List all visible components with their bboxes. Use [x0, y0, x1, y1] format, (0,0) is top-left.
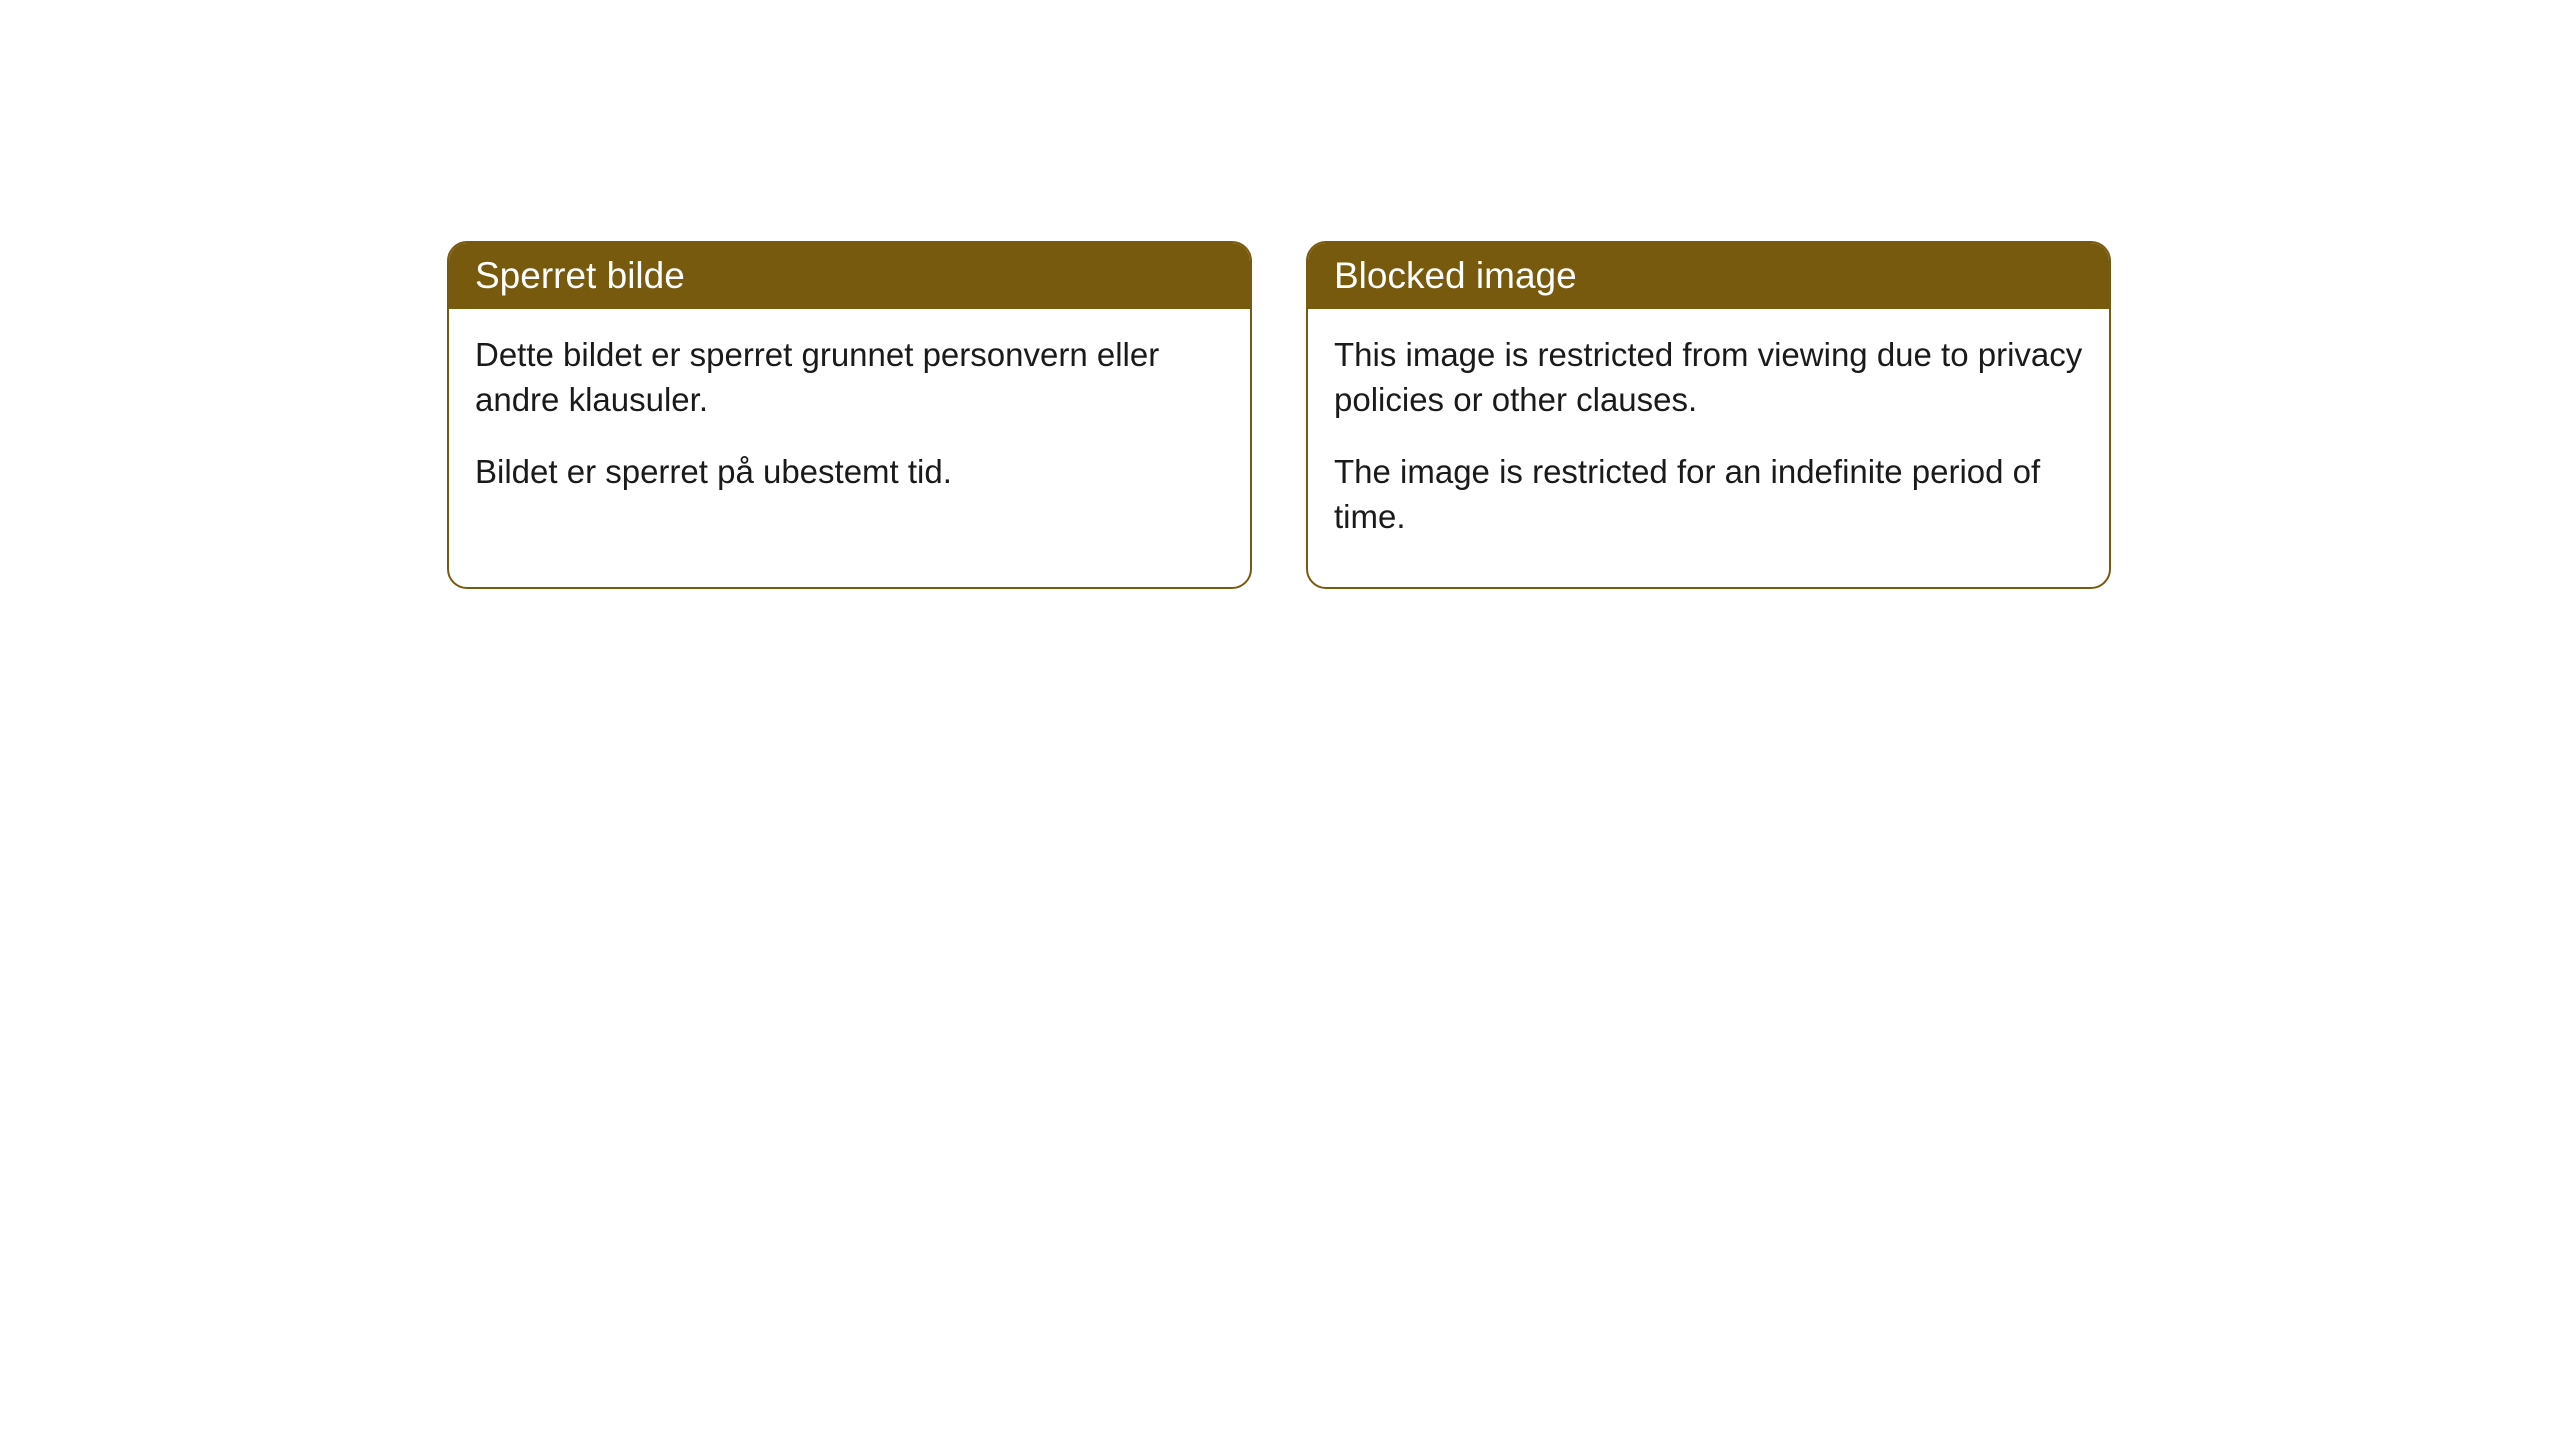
blocked-image-card-en: Blocked image This image is restricted f… — [1306, 241, 2111, 589]
card-paragraph: This image is restricted from viewing du… — [1334, 333, 2083, 422]
card-paragraph: The image is restricted for an indefinit… — [1334, 450, 2083, 539]
card-paragraph: Bildet er sperret på ubestemt tid. — [475, 450, 1224, 495]
card-paragraph: Dette bildet er sperret grunnet personve… — [475, 333, 1224, 422]
card-header: Sperret bilde — [449, 243, 1250, 309]
card-body: Dette bildet er sperret grunnet personve… — [449, 309, 1250, 543]
card-header: Blocked image — [1308, 243, 2109, 309]
card-title: Sperret bilde — [475, 255, 685, 296]
blocked-image-card-no: Sperret bilde Dette bildet er sperret gr… — [447, 241, 1252, 589]
notice-cards-container: Sperret bilde Dette bildet er sperret gr… — [0, 0, 2560, 589]
card-title: Blocked image — [1334, 255, 1577, 296]
card-body: This image is restricted from viewing du… — [1308, 309, 2109, 587]
